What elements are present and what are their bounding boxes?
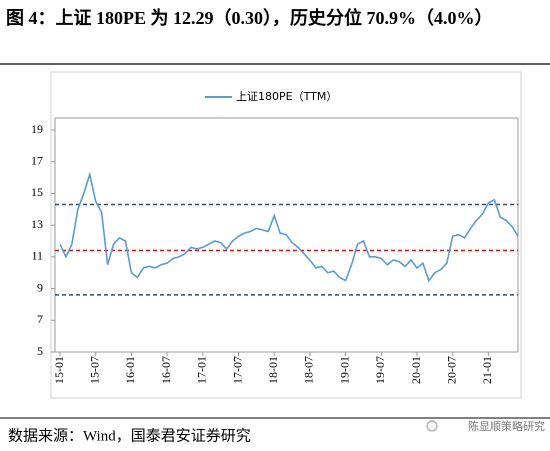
x-tick-label: 21-01 (480, 356, 494, 384)
chart-frame (50, 71, 522, 399)
x-tick-label: 17-07 (230, 356, 244, 384)
watermark-icon (426, 420, 438, 432)
y-tick-label: 17 (31, 153, 43, 167)
y-tick-label: 7 (37, 312, 43, 326)
x-tick-label: 17-01 (195, 356, 209, 384)
y-tick-label: 15 (31, 185, 43, 199)
x-tick-label: 18-07 (302, 356, 316, 384)
y-tick-label: 9 (37, 280, 43, 294)
x-tick-label: 19-07 (373, 356, 387, 384)
source-note: 数据来源：Wind，国泰君安证券研究 (8, 427, 251, 444)
y-tick-label: 13 (31, 217, 43, 231)
x-tick-label: 16-07 (159, 356, 173, 384)
y-tick-label: 11 (31, 249, 43, 263)
x-tick-label: 16-01 (123, 356, 137, 384)
x-tick-label: 20-01 (409, 356, 423, 384)
y-tick-label: 19 (31, 122, 43, 136)
y-tick-label: 5 (37, 344, 43, 358)
series-line (59, 171, 519, 283)
chart-title: 图 4：上证 180PE 为 12.29（0.30），历史分位 70.9%（4.… (6, 8, 493, 28)
x-tick-label: 15-07 (87, 356, 101, 384)
x-tick-label: 20-07 (444, 356, 458, 384)
legend-label: 上证180PE（TTM） (236, 90, 337, 103)
watermark: 陈显顺策略研究 (468, 419, 545, 433)
x-tick-label: 18-01 (266, 356, 280, 384)
x-tick-label: 15-01 (52, 356, 66, 384)
x-tick-label: 19-01 (337, 356, 351, 384)
